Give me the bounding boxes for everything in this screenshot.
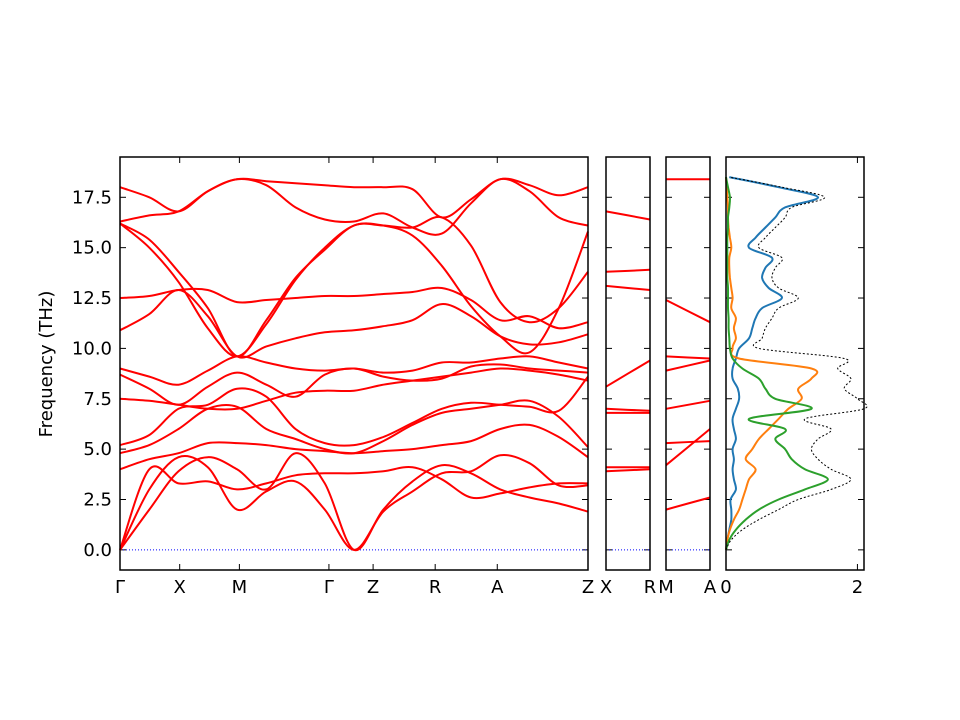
dos-x-tick-label: 2 xyxy=(852,577,863,598)
y-tick-label: 15.0 xyxy=(72,238,112,259)
phonon-band xyxy=(605,210,651,221)
y-tick-label: 10.0 xyxy=(72,338,112,359)
phonon-band xyxy=(119,367,589,411)
high-symmetry-point-label: M xyxy=(232,577,248,598)
y-tick-label: 2.5 xyxy=(83,489,112,510)
phonon-band xyxy=(605,268,651,273)
high-symmetry-point-label: Γ xyxy=(115,577,125,598)
phonon-band xyxy=(119,286,589,330)
high-symmetry-point-label: A xyxy=(491,577,504,598)
y-tick-label: 7.5 xyxy=(83,389,112,410)
phonon-band xyxy=(119,363,589,406)
phonon-band xyxy=(605,468,651,473)
phonon-band xyxy=(119,355,589,386)
band-panel-frame xyxy=(119,156,589,571)
phonon-band xyxy=(605,284,651,291)
high-symmetry-point-label: R xyxy=(429,577,442,598)
y-tick-label: 17.5 xyxy=(72,187,112,208)
phonon-band xyxy=(665,428,711,466)
phonon-band xyxy=(119,222,589,358)
phonon-band xyxy=(605,359,651,388)
total-dos-curve xyxy=(725,176,868,551)
y-axis-label: Frequency (THz) xyxy=(36,291,57,438)
dos-panel-frame xyxy=(725,156,865,571)
band-panel-frame xyxy=(605,156,651,571)
partial-dos-curve xyxy=(725,176,829,551)
y-tick-label: 0.0 xyxy=(83,540,112,561)
phonon-band xyxy=(119,452,589,551)
phonon-band xyxy=(119,399,589,455)
dos-x-tick-label: 0 xyxy=(720,577,731,598)
partial-dos-curve xyxy=(725,177,819,551)
phonon-band xyxy=(665,359,711,372)
band-panel-frame xyxy=(665,156,711,571)
phonon-band xyxy=(665,355,711,360)
high-symmetry-point-label: M xyxy=(658,577,674,598)
y-tick-label: 12.5 xyxy=(72,288,112,309)
high-symmetry-point-label: Z xyxy=(367,577,379,598)
phonon-band xyxy=(119,215,589,358)
high-symmetry-point-label: A xyxy=(704,577,717,598)
y-tick-label: 5.0 xyxy=(83,439,112,460)
high-symmetry-point-label: X xyxy=(600,577,612,598)
phonon-band xyxy=(665,299,711,324)
phonon-band xyxy=(119,453,589,551)
phonon-band xyxy=(119,177,589,219)
phonon-band xyxy=(119,375,589,447)
phonon-band xyxy=(665,496,711,511)
partial-dos-curve xyxy=(725,176,820,551)
phonon-band xyxy=(605,407,651,412)
high-symmetry-point-label: R xyxy=(644,577,657,598)
high-symmetry-point-label: X xyxy=(174,577,186,598)
phonon-band xyxy=(119,465,589,551)
phonon-band xyxy=(665,399,711,410)
phonon-band xyxy=(665,440,711,445)
high-symmetry-point-label: Z xyxy=(582,577,594,598)
phonon-band xyxy=(119,288,589,359)
high-symmetry-point-label: Γ xyxy=(324,577,334,598)
